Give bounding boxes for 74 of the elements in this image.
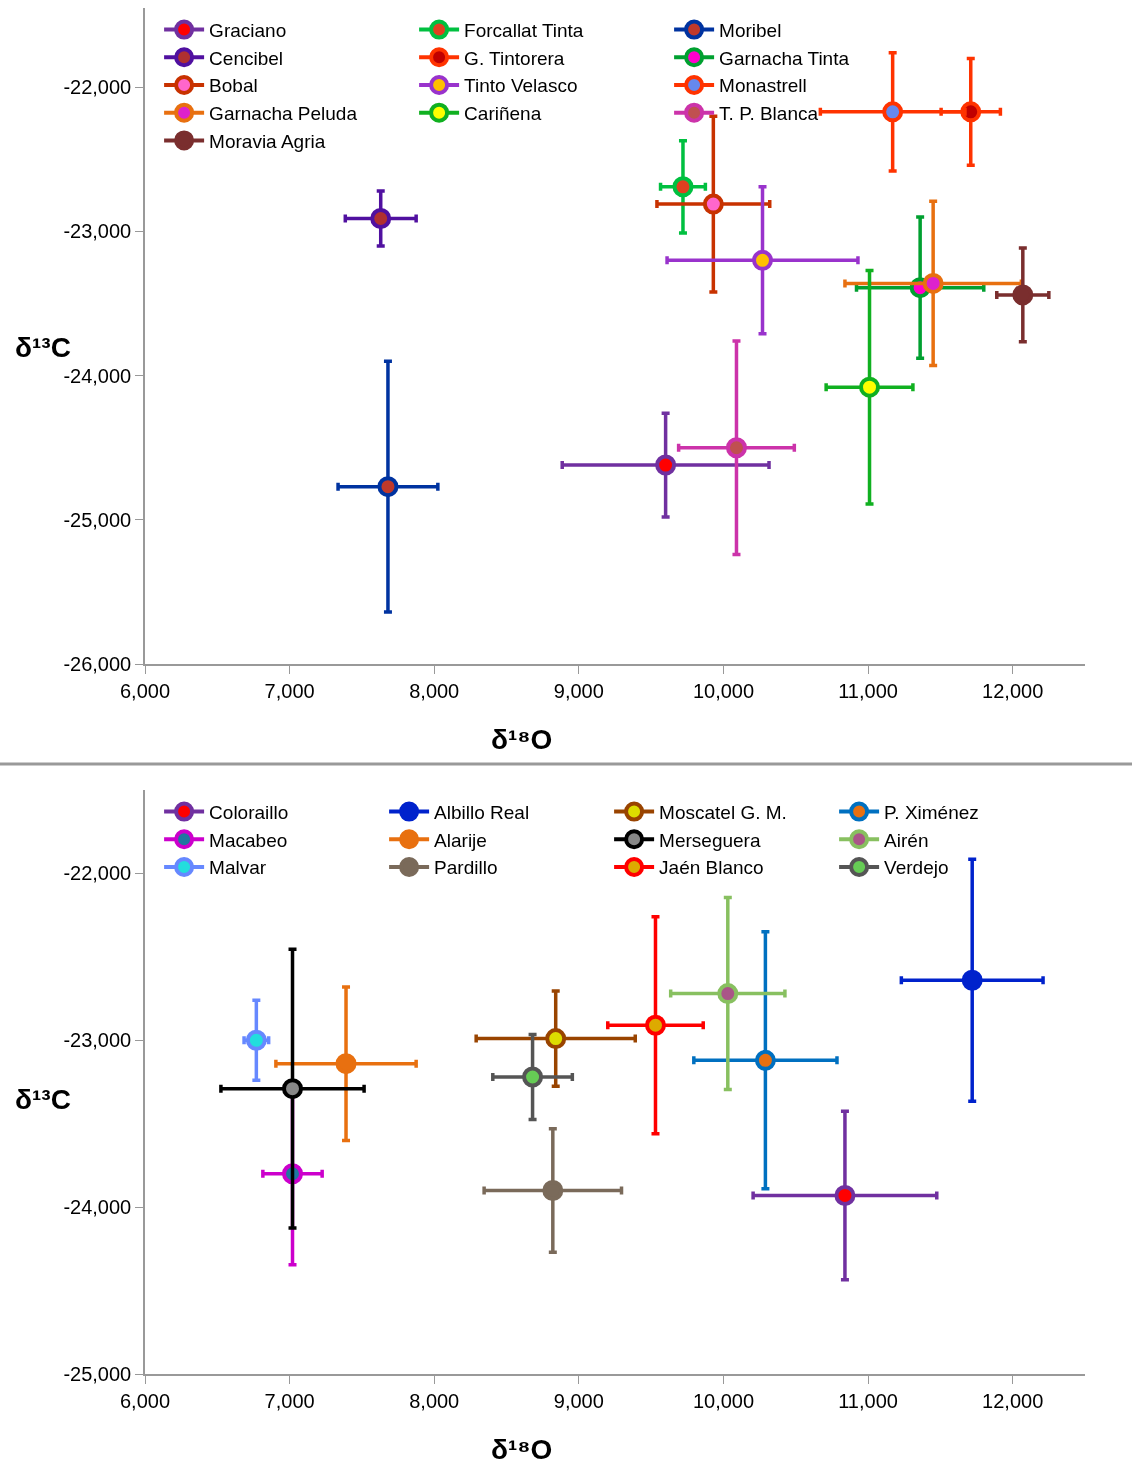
legend-label: Verdejo (884, 857, 949, 879)
y-tick-label: -24,000 (63, 1196, 132, 1219)
y-tick-label: -24,000 (63, 364, 132, 387)
point (754, 1049, 776, 1071)
point (859, 376, 881, 398)
legend-label: Jaén Blanco (659, 857, 764, 879)
point (522, 1066, 544, 1088)
legend-label: Airén (884, 829, 929, 851)
x-tick-label: 6,000 (119, 1389, 171, 1412)
y-tick-label: -22,000 (63, 76, 132, 99)
legend-label: Alarije (434, 829, 487, 851)
legend-label: Coloraillo (209, 802, 289, 823)
legend-label: Malvar (209, 857, 267, 879)
point (370, 208, 392, 229)
legend-label: Cariñena (464, 103, 542, 125)
y-tick-label: -23,000 (63, 220, 132, 243)
x-tick-label: 6,000 (119, 679, 171, 702)
legend-label: Moravia Agria (209, 130, 326, 152)
legend-label: Garnacha Tinta (719, 47, 850, 69)
legend-label: Macabeo (209, 829, 288, 851)
x-tick-label: 10,000 (692, 1389, 755, 1412)
point (335, 1053, 357, 1075)
legend-label: Moscatel G. M. (659, 802, 787, 823)
legend-label: Graciano (209, 20, 287, 41)
point (702, 193, 724, 215)
legend-label: Bobal (209, 75, 258, 97)
y-tick-label: -25,000 (63, 1363, 132, 1385)
legend-label: T. P. Blanca (719, 103, 819, 125)
point (655, 454, 677, 476)
point (752, 249, 774, 271)
point (1012, 284, 1034, 306)
y-tick-label: -25,000 (63, 508, 132, 531)
legend-label: Merseguera (659, 829, 761, 851)
legend-label: Pardillo (434, 857, 498, 879)
y-tick-label: -22,000 (63, 862, 132, 885)
point (545, 1028, 567, 1050)
point (834, 1184, 856, 1206)
x-tick-label: 7,000 (264, 679, 315, 702)
legend-label: Albillo Real (434, 802, 530, 823)
x-tick-label: 12,000 (982, 1389, 1044, 1412)
y-tick-label: -26,000 (63, 653, 132, 675)
point (542, 1179, 564, 1201)
point (245, 1029, 267, 1051)
point (377, 476, 399, 498)
legend-label: Forcallat Tinta (464, 20, 584, 41)
y-tick-label: -23,000 (63, 1029, 132, 1052)
point (961, 969, 983, 991)
point (672, 176, 694, 198)
legend-label: Tinto Velasco (464, 75, 578, 97)
x-tick-label: 8,000 (409, 679, 460, 702)
legend-label: Moribel (719, 20, 782, 41)
point (282, 1078, 304, 1100)
legend-label: Garnacha Peluda (209, 103, 358, 125)
x-tick-label: 9,000 (553, 1389, 604, 1412)
x-tick-label: 7,000 (264, 1389, 315, 1412)
y-axis-title: δ¹³C (15, 1084, 71, 1115)
x-tick-label: 12,000 (982, 679, 1044, 702)
point (725, 437, 747, 459)
legend-label: P. Ximénez (884, 802, 979, 823)
point (922, 272, 944, 294)
x-axis-title: δ¹⁸O (491, 1434, 553, 1465)
point (645, 1014, 666, 1036)
x-tick-label: 10,000 (692, 679, 755, 702)
x-tick-label: 11,000 (838, 1389, 898, 1412)
x-tick-label: 8,000 (409, 1389, 460, 1412)
legend-label: Cencibel (209, 47, 284, 69)
point (717, 983, 739, 1005)
x-tick-label: 11,000 (838, 679, 898, 702)
legend-label: G. Tintorera (464, 47, 565, 69)
point (882, 101, 904, 123)
x-axis-title: δ¹⁸O (491, 724, 553, 755)
x-tick-label: 9,000 (553, 679, 604, 702)
y-axis-title: δ¹³C (15, 332, 71, 363)
legend-label: Monastrell (719, 75, 807, 97)
